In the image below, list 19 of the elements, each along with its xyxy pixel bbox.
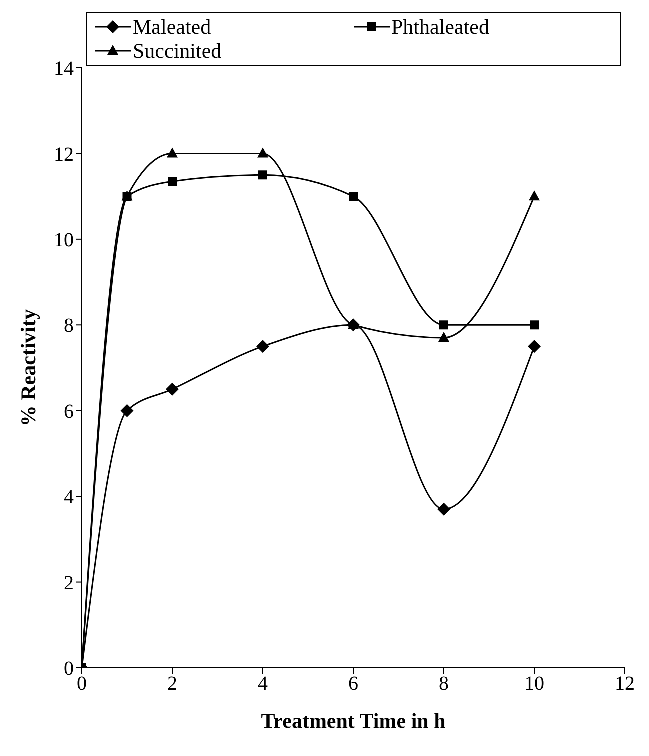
x-tick-label: 12 — [615, 673, 635, 696]
x-tick-label: 2 — [168, 673, 178, 696]
y-axis-title: % Reactivity — [16, 308, 40, 427]
x-axis-title: Treatment Time in h — [261, 709, 446, 733]
y-tick-label: 2 — [64, 572, 74, 594]
legend-label: Succinited — [133, 39, 222, 63]
y-tick-label: 4 — [64, 486, 74, 509]
legend-label: Phthaleated — [392, 15, 490, 39]
y-tick-label: 12 — [54, 144, 74, 166]
x-tick-label: 6 — [348, 673, 358, 696]
x-tick-label: 10 — [524, 673, 544, 696]
y-tick-label: 0 — [64, 658, 74, 680]
y-tick-label: 14 — [54, 58, 74, 80]
x-tick-label: 4 — [258, 673, 268, 696]
y-tick-label: 10 — [54, 230, 74, 252]
y-tick-label: 6 — [64, 400, 74, 423]
legend-label: Maleated — [133, 15, 212, 39]
y-tick-label: 8 — [64, 315, 74, 338]
x-tick-label: 8 — [439, 673, 449, 696]
